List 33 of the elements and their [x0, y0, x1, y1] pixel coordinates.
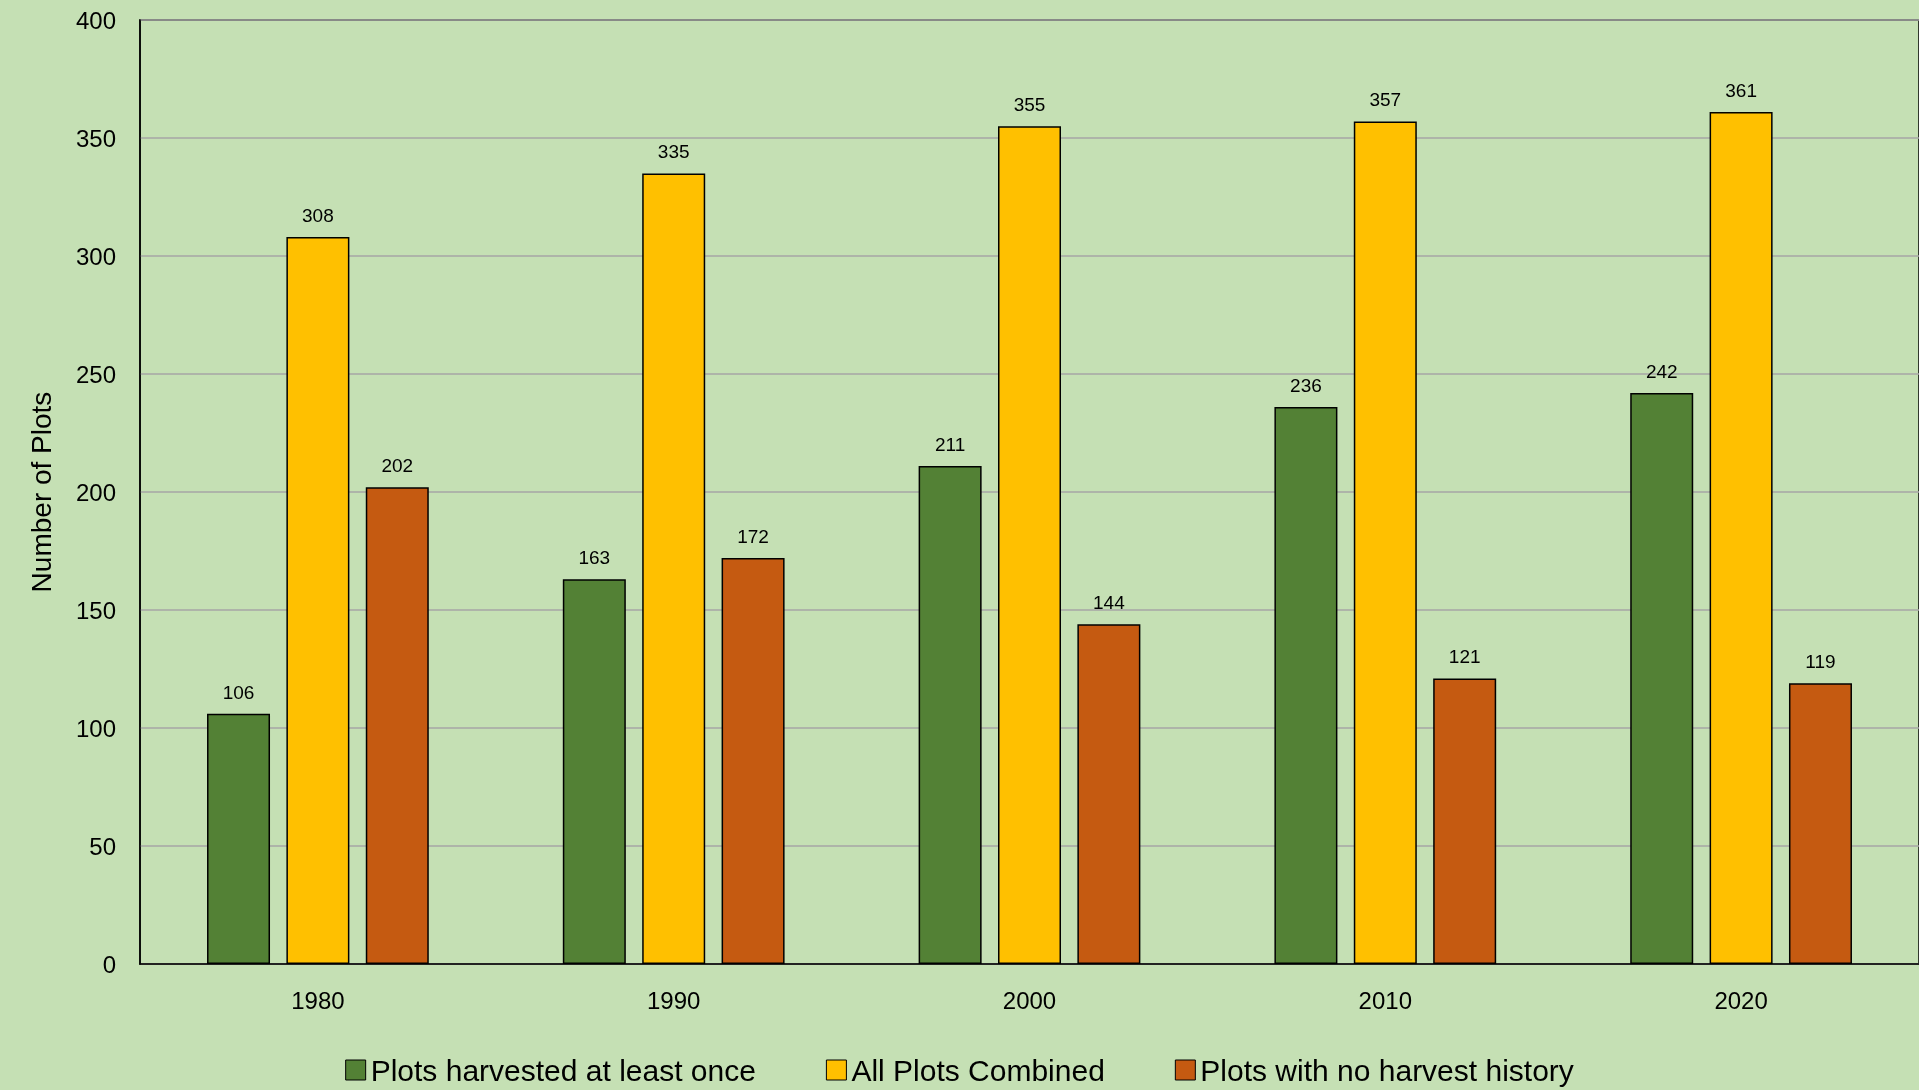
data-label: 361 — [1725, 80, 1757, 102]
data-label: 144 — [1093, 592, 1126, 614]
data-label: 236 — [1290, 375, 1322, 397]
data-label: 172 — [737, 526, 769, 548]
x-tick-label: 1980 — [291, 986, 345, 1014]
x-tick-label: 1990 — [647, 986, 701, 1014]
data-label: 202 — [381, 455, 414, 477]
data-label: 357 — [1369, 89, 1402, 111]
y-tick-label: 300 — [75, 242, 116, 270]
legend-label: All Plots Combined — [851, 1053, 1105, 1087]
data-label: 121 — [1448, 646, 1481, 668]
y-tick-label: 250 — [75, 360, 116, 388]
y-tick-label: 350 — [75, 124, 116, 152]
x-tick-label: 2000 — [1002, 986, 1057, 1014]
legend-label: Plots with no harvest history — [1200, 1053, 1574, 1087]
y-tick-label: 200 — [75, 478, 116, 506]
data-label: 308 — [302, 205, 334, 227]
x-tick-label: 2020 — [1714, 986, 1768, 1014]
y-tick-label: 100 — [75, 714, 116, 742]
y-tick-label: 50 — [89, 832, 116, 860]
y-tick-label: 400 — [75, 6, 116, 34]
data-label: 106 — [222, 681, 255, 703]
y-tick-label: 0 — [102, 950, 116, 978]
x-tick-label: 2010 — [1358, 986, 1412, 1014]
data-label: 355 — [1013, 94, 1046, 116]
legend-label: Plots harvested at least once — [370, 1053, 756, 1087]
data-label: 335 — [657, 141, 690, 163]
data-label: 163 — [578, 547, 611, 569]
y-axis-title: Number of Plots — [25, 391, 57, 593]
y-tick-label: 150 — [75, 596, 116, 624]
data-label: 119 — [1805, 651, 1836, 673]
data-label: 211 — [934, 434, 966, 456]
data-label: 242 — [1645, 360, 1678, 382]
